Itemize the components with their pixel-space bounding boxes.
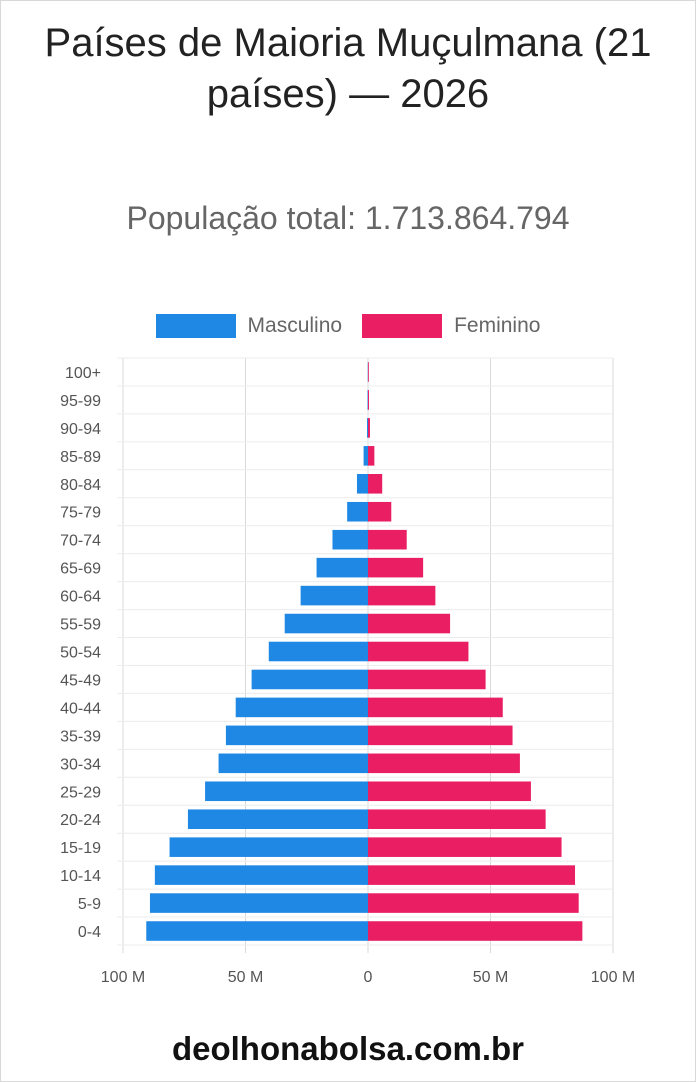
bar-male-30-34	[218, 753, 368, 774]
bar-female-60-64	[368, 585, 436, 606]
bar-male-75-79	[347, 501, 368, 522]
y-tick-label: 30-34	[60, 756, 101, 773]
chart-title: Países de Maioria Muçulmana (21 países) …	[44, 21, 652, 116]
legend-swatch-female	[362, 314, 443, 338]
bar-female-70-74	[368, 529, 407, 550]
footer-site: deolhonabolsa.com.br	[171, 1030, 525, 1067]
y-tick-label: 25-29	[60, 784, 101, 801]
bar-male-20-24	[187, 809, 368, 829]
y-tick-label: 80-84	[60, 477, 101, 494]
bar-male-5-9	[149, 893, 368, 913]
legend-label-female: Feminino	[454, 314, 541, 337]
y-tick-label: 20-24	[60, 812, 101, 829]
bar-female-45-49	[368, 669, 486, 690]
bar-male-70-74	[332, 529, 368, 550]
bar-female-75-79	[368, 501, 392, 522]
bar-female-80-84	[368, 474, 383, 494]
bar-female-85-89	[368, 446, 375, 466]
x-tick-label: 0	[364, 969, 373, 986]
y-tick-label: 40-44	[60, 700, 101, 717]
y-tick-label: 15-19	[60, 840, 101, 857]
bar-male-15-19	[169, 837, 368, 857]
chart-legend: Masculino Feminino	[0, 312, 696, 340]
y-tick-label: 70-74	[60, 533, 101, 550]
bar-female-0-4	[368, 921, 583, 941]
x-tick-label: 50 M	[228, 969, 264, 986]
x-tick-label: 100 M	[591, 969, 635, 986]
x-tick-label: 100 M	[101, 969, 145, 986]
y-tick-label: 0-4	[78, 924, 101, 941]
y-tick-label: 10-14	[60, 868, 101, 885]
bar-male-25-29	[205, 781, 368, 802]
y-tick-label: 5-9	[78, 896, 101, 913]
bar-male-10-14	[154, 865, 368, 885]
y-tick-label: 60-64	[60, 589, 101, 606]
bar-female-5-9	[368, 893, 579, 913]
y-tick-label: 55-59	[60, 617, 101, 634]
bar-male-65-69	[316, 557, 368, 578]
legend-swatch-male	[155, 314, 236, 338]
bar-male-40-44	[235, 697, 368, 718]
bar-female-35-39	[368, 725, 513, 746]
y-tick-label: 90-94	[60, 421, 101, 438]
bar-female-25-29	[368, 781, 531, 802]
y-tick-label: 75-79	[60, 505, 101, 522]
y-tick-label: 85-89	[60, 449, 101, 466]
bar-male-90-94	[367, 418, 368, 438]
y-tick-label: 45-49	[60, 672, 101, 689]
bar-male-85-89	[363, 446, 368, 466]
bar-female-65-69	[368, 557, 424, 578]
bar-male-55-59	[284, 613, 368, 634]
legend-item-male[interactable]: Masculino	[155, 314, 343, 338]
bar-male-60-64	[300, 585, 368, 606]
bar-female-50-54	[368, 641, 469, 662]
bar-female-15-19	[368, 837, 562, 857]
bar-male-80-84	[356, 474, 368, 494]
bar-male-35-39	[225, 725, 368, 746]
bar-female-20-24	[368, 809, 546, 829]
y-tick-label: 95-99	[60, 393, 101, 410]
bar-male-45-49	[251, 669, 368, 690]
bar-female-10-14	[368, 865, 576, 885]
bar-female-95-99	[368, 390, 369, 410]
y-tick-label: 65-69	[60, 561, 101, 578]
legend-label-male: Masculino	[247, 314, 343, 337]
bar-female-40-44	[368, 697, 503, 718]
y-tick-label: 35-39	[60, 728, 101, 745]
chart-subtitle: População total: 1.713.864.794	[126, 200, 570, 236]
bar-male-50-54	[268, 641, 368, 662]
bar-male-0-4	[146, 921, 368, 941]
bar-female-55-59	[368, 613, 451, 634]
bar-female-90-94	[368, 418, 370, 438]
legend-item-female[interactable]: Feminino	[362, 314, 540, 338]
x-tick-label: 50 M	[473, 969, 509, 986]
bar-female-100+	[368, 362, 369, 382]
bar-male-95-99	[367, 390, 369, 410]
y-tick-label: 100+	[65, 365, 101, 382]
bar-female-30-34	[368, 753, 520, 774]
y-tick-label: 50-54	[60, 645, 101, 662]
